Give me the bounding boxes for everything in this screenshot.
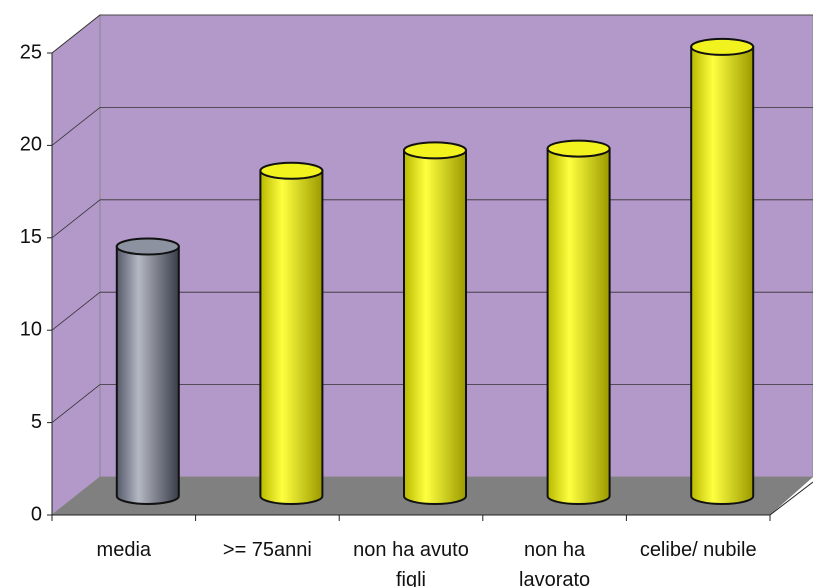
x-tick-label: >= 75anni bbox=[222, 539, 312, 561]
y-tick-label: 25 bbox=[20, 41, 42, 63]
grid-line bbox=[51, 384, 101, 423]
bar-body bbox=[403, 149, 467, 505]
grid-line bbox=[51, 291, 101, 331]
bar-body bbox=[546, 147, 611, 505]
x-tick-label: non ha lavorato bbox=[519, 539, 591, 587]
bar bbox=[546, 139, 611, 505]
bar-body bbox=[259, 169, 324, 505]
grid-line bbox=[51, 14, 101, 54]
bar bbox=[403, 141, 467, 505]
x-tick-label: media bbox=[96, 539, 152, 561]
bar-top bbox=[690, 37, 755, 56]
y-tick-label: 15 bbox=[20, 226, 42, 248]
y-tick-label: 5 bbox=[31, 411, 42, 433]
bar-top bbox=[115, 237, 180, 256]
x-axis-depth bbox=[769, 481, 813, 516]
bar bbox=[690, 37, 755, 505]
bar bbox=[115, 237, 180, 505]
y-tick-label: 20 bbox=[20, 134, 42, 156]
bar-top bbox=[546, 139, 611, 158]
x-tick-label: non ha avuto figli bbox=[353, 539, 469, 587]
bar-top bbox=[259, 161, 324, 180]
x-tick-label: celibe/ nubile bbox=[639, 539, 757, 561]
y-tick-label: 10 bbox=[20, 318, 42, 340]
bar-top bbox=[403, 141, 467, 160]
bar-body bbox=[690, 45, 755, 505]
grid-line bbox=[51, 107, 101, 146]
bar-body bbox=[115, 245, 180, 505]
grid-line bbox=[51, 199, 101, 239]
bar bbox=[259, 161, 324, 505]
side-wall bbox=[51, 13, 101, 517]
y-tick-label: 0 bbox=[31, 503, 42, 525]
